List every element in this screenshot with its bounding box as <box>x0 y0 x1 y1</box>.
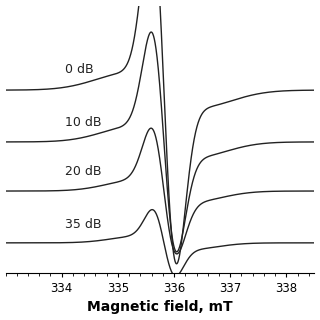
Text: 35 dB: 35 dB <box>65 218 101 231</box>
Text: 10 dB: 10 dB <box>65 116 101 129</box>
Text: 20 dB: 20 dB <box>65 165 101 179</box>
X-axis label: Magnetic field, mT: Magnetic field, mT <box>87 300 233 315</box>
Text: 0 dB: 0 dB <box>65 63 93 76</box>
